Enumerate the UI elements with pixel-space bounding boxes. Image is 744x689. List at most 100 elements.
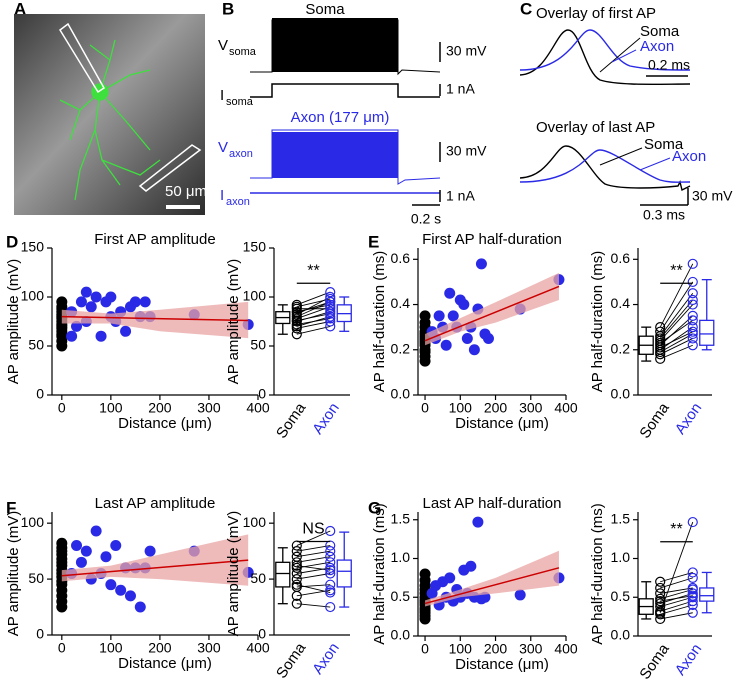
pair-point (687, 516, 698, 528)
charts: First AP amplitude 0 50 100 150 AP amplitude … (5, 231, 715, 683)
x-tick-label: 300 (519, 400, 543, 416)
scale-label: 1 nA (446, 188, 475, 204)
pair-point (325, 525, 336, 537)
data-point (85, 301, 97, 313)
y-tick-label: 50 (28, 570, 44, 586)
pair-point (325, 568, 336, 579)
data-point (120, 325, 132, 337)
pair-line (296, 565, 331, 571)
pair-point (325, 296, 336, 307)
pair-point (687, 596, 698, 607)
pair-point (687, 333, 698, 344)
y-tick-label: 1.0 (611, 549, 631, 565)
significance-label: ** (307, 262, 319, 279)
data-point (461, 332, 473, 344)
scale-label: 0.3 ms (643, 207, 685, 223)
data-point (56, 296, 68, 308)
box (275, 561, 291, 588)
pair-line (660, 577, 693, 589)
data-point (144, 545, 156, 557)
pair-point (655, 582, 666, 594)
scale-label: 30 mV (446, 43, 487, 59)
x-tick-label: 400 (554, 641, 578, 657)
data-point (472, 516, 484, 528)
panel-label: C (520, 0, 532, 18)
y-tick-label: 0 (258, 626, 266, 642)
pair-point (655, 576, 666, 587)
data-point (75, 556, 87, 568)
pair-point (325, 557, 336, 568)
x-tick-label: 100 (449, 400, 473, 416)
fit-line (424, 285, 560, 342)
y-tick-label: 50 (28, 337, 44, 353)
x-tick-label: 0 (58, 400, 66, 416)
scale-label: 1 nA (446, 81, 475, 97)
pair-point (291, 560, 302, 571)
x-tick-label: 200 (484, 400, 508, 416)
pair-point (687, 294, 698, 306)
pair-point (325, 546, 336, 557)
data-point (482, 332, 494, 344)
pair-point (291, 307, 302, 318)
pair-point (325, 287, 336, 298)
fit-line (424, 567, 560, 605)
pair-point (325, 587, 336, 598)
overlay-title: Overlay of last AP (536, 119, 655, 136)
panel-label: D (6, 232, 18, 251)
pair-line (659, 326, 694, 351)
panel-label: A (14, 0, 26, 18)
x-axis-label: Distance (μm) (455, 656, 549, 673)
data-point (433, 310, 445, 322)
pair-point (687, 315, 698, 326)
data-point (468, 344, 480, 356)
pair-line (296, 567, 331, 574)
chart-title: First AP amplitude (94, 231, 215, 248)
pair-line (296, 530, 331, 546)
x-tick-label: 300 (519, 641, 543, 657)
data-point (66, 330, 78, 342)
pair-point (687, 572, 698, 583)
y-tick-label: 0.5 (391, 588, 411, 604)
data-point (129, 296, 141, 308)
y-tick-label: 0.0 (391, 386, 411, 402)
pair-point (325, 579, 336, 590)
x-tick-label: Axon (309, 400, 343, 438)
y-axis-label: AP amplitude (mV) (225, 511, 242, 637)
x-tick-label: Soma (273, 639, 310, 681)
x-tick-label: Axon (672, 641, 706, 679)
pair-point (291, 319, 302, 330)
trace-label: Soma (640, 23, 680, 40)
y-tick-label: 0 (36, 626, 44, 642)
pair-line (296, 321, 331, 329)
pair-point (325, 321, 336, 332)
pair-point (687, 607, 698, 618)
pair-point (655, 596, 666, 607)
pair-point (325, 313, 336, 324)
pair-point (325, 293, 336, 305)
pair-point (291, 579, 302, 590)
trace-label: I (220, 187, 224, 204)
chart-title: Last AP amplitude (95, 495, 216, 512)
pair-point (687, 590, 698, 601)
trace-label-sub: axon (229, 148, 253, 160)
pair-point (655, 613, 666, 625)
scale-label: 30 mV (446, 143, 487, 159)
data-point (75, 296, 87, 308)
pair-point (687, 288, 698, 299)
x-tick-label: 400 (246, 400, 270, 416)
y-tick-label: 0 (258, 386, 266, 402)
y-tick-label: 150 (243, 239, 267, 255)
data-point (419, 310, 431, 322)
x-tick-label: 100 (99, 640, 123, 656)
trace-label-sub: soma (229, 46, 257, 58)
x-tick-label: Axon (672, 400, 706, 438)
pair-point (325, 308, 336, 319)
pair-line (660, 600, 693, 612)
pair-point (655, 326, 666, 337)
pair-line (659, 292, 694, 337)
pair-line (296, 603, 331, 608)
pair-line (296, 545, 331, 552)
pair-line (659, 281, 694, 332)
pair-line (296, 325, 331, 335)
data-point (124, 590, 136, 602)
